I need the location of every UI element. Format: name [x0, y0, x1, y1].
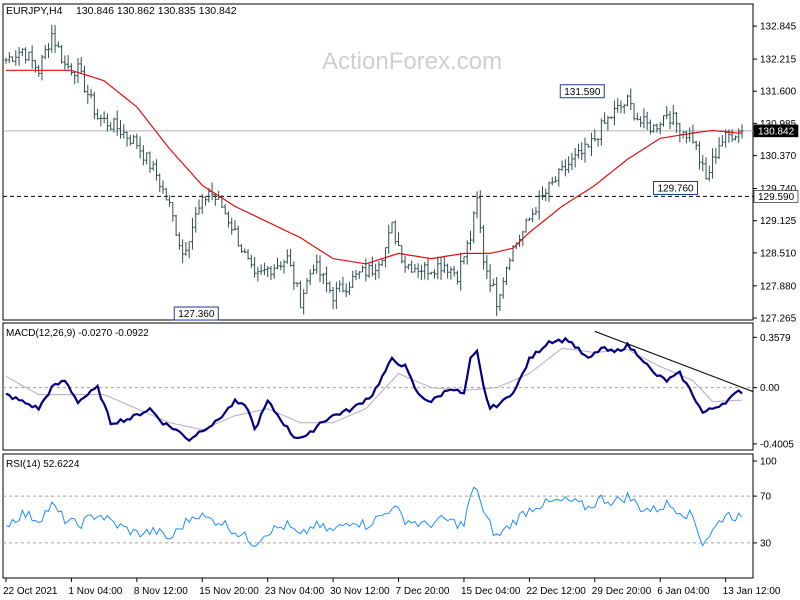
chart-symbol: EURJPY,H4 [6, 5, 63, 17]
price-annotations: 127.360 131.590 129.760 [173, 84, 698, 321]
annotation-box [652, 180, 698, 195]
price-panel-frame [2, 3, 754, 321]
macd-line [5, 336, 743, 443]
time-axis: 22 Oct 2021 1 Nov 04:00 8 Nov 12:00 15 Nov … [3, 578, 781, 597]
time-tick-label: 22 Dec 12:00 [526, 586, 586, 597]
price-tick-label: 132.845 [760, 22, 797, 33]
current-price-label: 130.842 [758, 126, 795, 137]
price-series [4, 24, 744, 316]
support-level-label: 129.590 [758, 192, 795, 203]
annotation-label: 129.760 [657, 183, 694, 194]
price-tick-label: 127.880 [760, 281, 797, 292]
rsi-axis: 100 70 30 [753, 457, 777, 549]
rsi-levels [3, 495, 753, 544]
macd-panel-frame [2, 322, 754, 451]
moving-average-line [6, 69, 742, 265]
rsi-line [5, 486, 743, 548]
annotation-label: 131.590 [564, 87, 601, 98]
time-tick-label: 23 Nov 04:00 [265, 586, 325, 597]
macd-tick-label: -0.4005 [760, 439, 794, 450]
macd-trendline [594, 330, 754, 393]
time-tick-label: 6 Jan 04:00 [657, 586, 710, 597]
time-tick-label: 29 Dec 20:00 [592, 586, 652, 597]
chart-ohlc: 130.846 130.862 130.835 130.842 [76, 5, 237, 17]
price-tick-label: 130.370 [760, 151, 797, 162]
macd-tick-label: 0.00 [760, 383, 780, 394]
macd-title: MACD(12,26,9) -0.0270 -0.0922 [6, 328, 149, 339]
current-price-box [753, 124, 799, 138]
price-tick-label: 131.600 [760, 87, 797, 98]
price-tick-label: 128.510 [760, 248, 797, 259]
macd-axis: 0.3579 0.00 -0.4005 [753, 333, 794, 450]
rsi-tick-label: 70 [760, 492, 772, 503]
annotation-box [559, 84, 605, 99]
rsi-tick-label: 30 [760, 538, 772, 549]
time-tick-label: 8 Nov 12:00 [134, 586, 188, 597]
time-tick-label: 15 Dec 04:00 [461, 586, 521, 597]
macd-tick-label: 0.3579 [760, 333, 791, 344]
support-level-box [753, 190, 799, 203]
price-level-lines [3, 130, 753, 197]
watermark: ActionForex.com [322, 48, 502, 75]
time-tick-label: 22 Oct 2021 [3, 586, 58, 597]
price-axis: 132.845 132.215 131.600 130.985 130.370 129.7… [753, 22, 799, 325]
time-tick-label: 7 Dec 20:00 [396, 586, 450, 597]
time-tick-label: 1 Nov 04:00 [68, 586, 122, 597]
price-tick-label: 130.985 [760, 119, 797, 130]
annotation-label: 127.360 [178, 309, 215, 320]
rsi-tick-label: 100 [760, 457, 777, 468]
annotation-box [173, 306, 219, 321]
price-tick-label: 129.740 [760, 184, 797, 195]
price-tick-label: 132.215 [760, 55, 797, 66]
time-tick-label: 13 Jan 12:00 [723, 586, 781, 597]
price-tick-label: 127.265 [760, 314, 797, 325]
time-tick-label: 15 Nov 20:00 [199, 586, 259, 597]
price-tick-label: 129.125 [760, 216, 797, 227]
rsi-panel-frame [2, 453, 754, 579]
rsi-title: RSI(14) 52.6224 [6, 459, 80, 470]
time-tick-label: 30 Nov 12:00 [330, 586, 390, 597]
